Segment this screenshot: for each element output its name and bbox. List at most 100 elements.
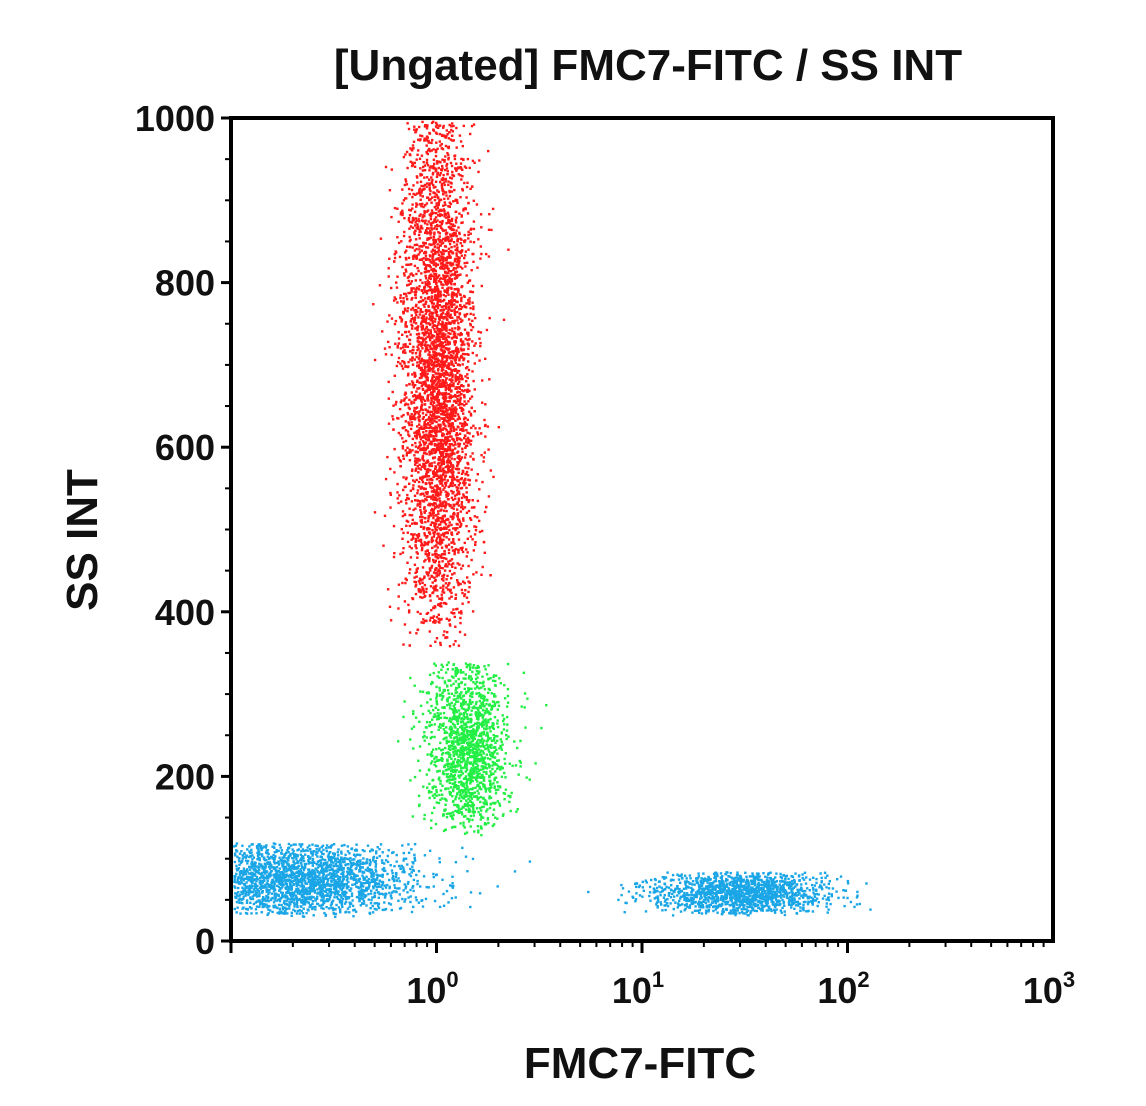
event-point [487,749,490,752]
event-point [446,631,449,634]
event-point [437,494,440,497]
event-point [462,479,466,482]
event-point [445,329,448,333]
event-point [485,770,488,774]
event-point [471,806,475,809]
event-point [423,817,426,821]
event-point [453,310,457,314]
event-point [451,472,454,476]
event-point [448,419,451,422]
event-point [429,215,432,218]
event-point [423,287,426,290]
event-point [418,352,422,355]
event-point [434,282,438,285]
event-point [421,456,424,460]
event-point [459,304,462,307]
event-point [431,257,434,260]
event-point [414,431,418,434]
event-point [459,766,463,770]
event-point [419,590,422,594]
event-point [433,444,437,447]
event-point [431,421,434,425]
event-point [478,359,481,362]
event-point [393,296,396,299]
event-point [438,235,441,238]
event-point [415,551,418,554]
event-point [445,452,448,456]
event-point [481,741,485,744]
event-point [434,514,438,517]
event-point [429,599,432,602]
event-point [448,702,451,706]
event-point [421,417,425,420]
event-point [466,817,469,820]
event-point [441,421,445,424]
event-point [479,331,483,334]
event-point [405,524,408,527]
event-point [413,480,416,483]
event-point [434,125,438,128]
event-point [439,300,442,303]
event-point [394,297,398,301]
event-point [464,422,468,425]
event-point [412,287,415,290]
event-point [420,328,424,331]
event-point [445,602,448,605]
event-point [439,789,443,792]
event-point [435,434,438,438]
event-point [411,246,414,249]
event-point [419,612,422,615]
event-point [415,570,419,573]
event-point [407,603,410,607]
event-point [447,267,450,270]
event-point [457,290,460,294]
event-point [437,377,440,380]
event-point [422,446,426,449]
event-point [485,728,488,731]
event-point [434,528,437,531]
event-point [456,246,459,249]
event-point [444,769,448,772]
event-point [444,563,448,566]
event-point [447,293,450,296]
event-point [452,470,455,474]
event-point [438,602,442,606]
event-point [455,146,458,149]
event-point [462,694,466,697]
event-point [430,452,434,455]
event-point [413,494,417,497]
event-point [457,369,461,373]
event-point [457,583,460,587]
event-point [432,558,435,562]
event-point [402,457,405,460]
event-point [410,533,413,536]
event-point [417,457,420,461]
event-point [487,255,491,258]
event-point [438,124,442,127]
event-point [443,328,446,331]
event-point [432,470,435,473]
event-point [427,231,430,234]
event-point [428,721,432,724]
event-point [442,711,446,715]
event-point [493,737,496,740]
event-point [433,249,436,252]
event-point [444,168,447,172]
event-point [432,385,435,388]
event-point [431,616,434,619]
event-point [441,164,444,168]
event-point [458,437,461,440]
event-point [430,385,433,388]
event-point [387,275,390,278]
event-point [416,361,419,364]
event-point [420,404,424,407]
event-point [449,463,453,466]
event-point [424,367,427,370]
event-point [444,313,448,316]
event-point [427,571,430,574]
event-point [467,301,470,304]
event-point [459,273,462,276]
event-point [434,496,438,499]
event-point [411,144,415,147]
event-point [454,406,457,409]
